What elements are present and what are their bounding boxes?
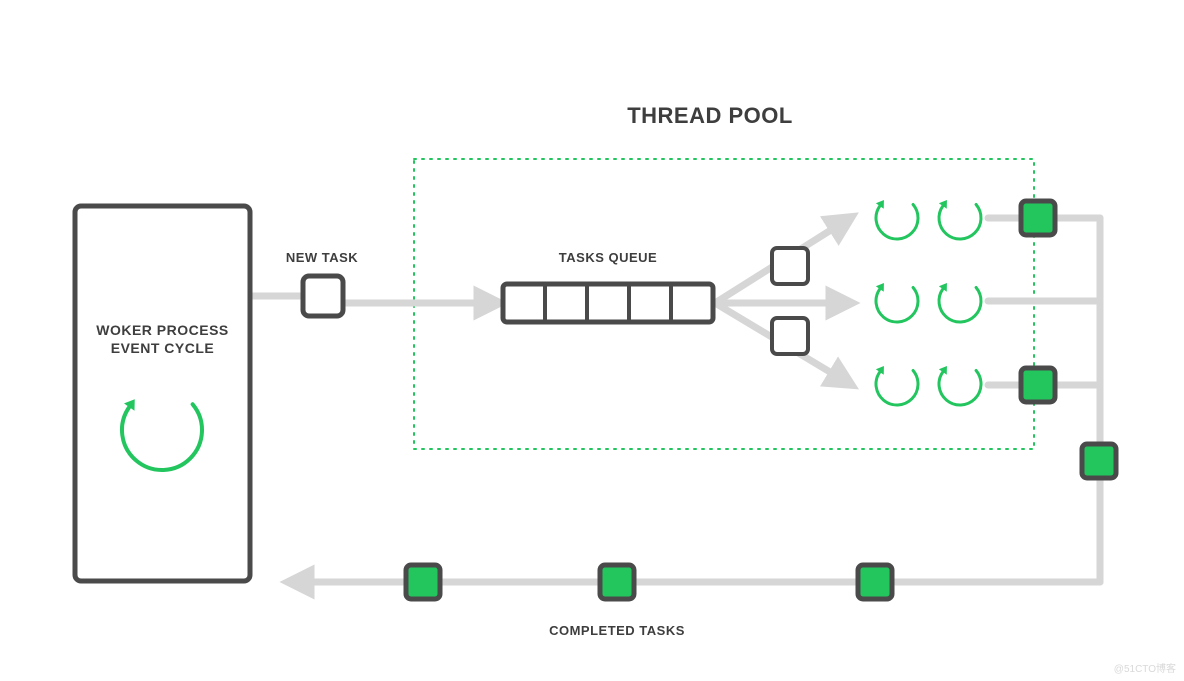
completed-task-2: [1082, 444, 1116, 478]
title-label: THREAD POOL: [560, 103, 860, 129]
completed-task-4: [600, 565, 634, 599]
dispatched-task-0: [772, 248, 808, 284]
dispatched-task-1: [772, 318, 808, 354]
tasks-queue-label: TASKS QUEUE: [503, 250, 713, 265]
completed-task-1: [1021, 368, 1055, 402]
worker-label-line1: WOKER PROCESS: [75, 322, 250, 338]
tasks-queue: [503, 284, 713, 322]
completed-label: COMPLETED TASKS: [467, 623, 767, 638]
thread-cycle-3: [939, 288, 981, 322]
new-task-box: [303, 276, 343, 316]
completed-task-3: [406, 565, 440, 599]
thread-cycle-1: [939, 205, 981, 239]
worker-process-box: [75, 206, 250, 581]
thread-cycle-0: [876, 205, 918, 239]
thread-cycle-2: [876, 288, 918, 322]
completed-task-0: [1021, 201, 1055, 235]
completed-task-5: [858, 565, 892, 599]
worker-label-line2: EVENT CYCLE: [75, 340, 250, 356]
watermark: @51CTO博客: [1114, 660, 1176, 675]
new-task-label: NEW TASK: [262, 250, 382, 265]
thread-cycle-5: [939, 371, 981, 405]
thread-cycle-4: [876, 371, 918, 405]
